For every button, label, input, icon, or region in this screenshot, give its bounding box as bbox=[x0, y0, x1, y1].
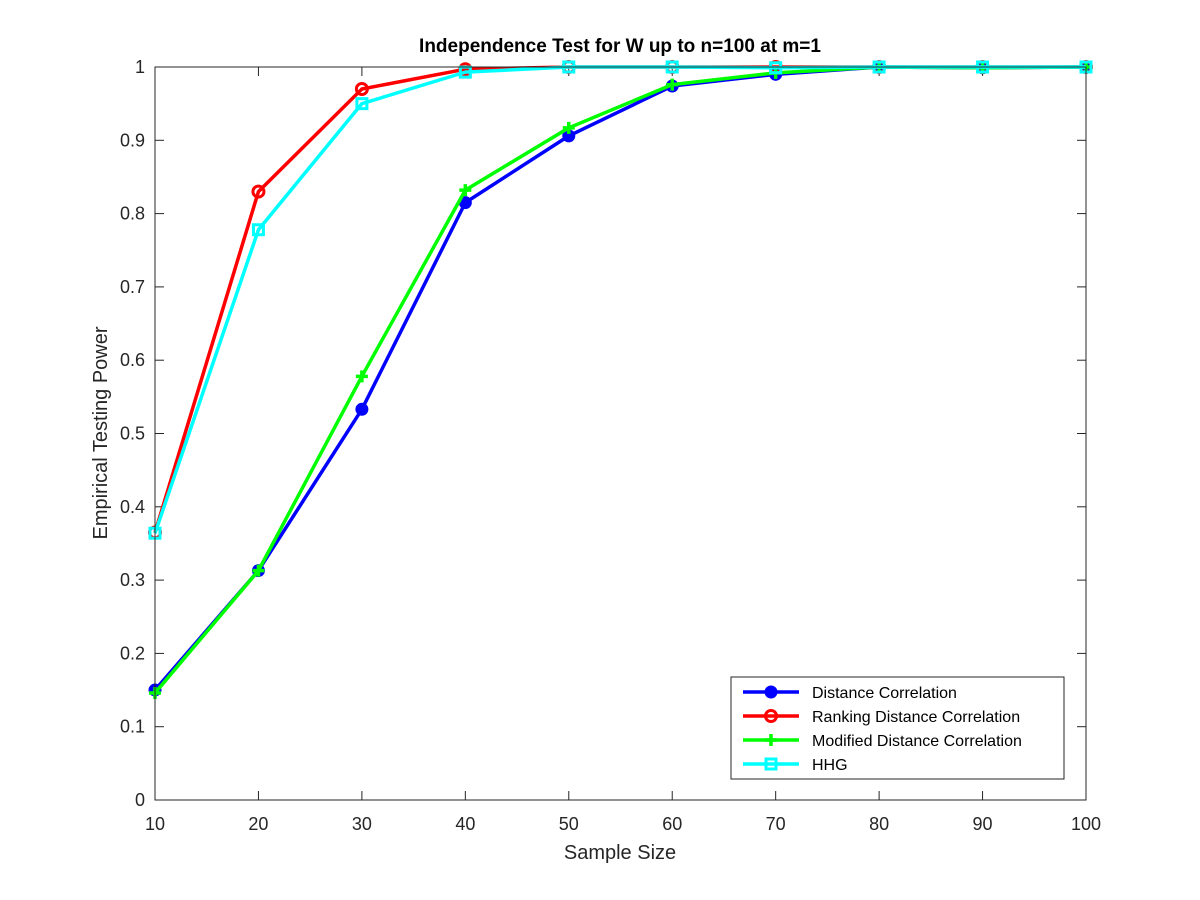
legend-item-hhg: HHG bbox=[743, 757, 848, 774]
modified-distance-correlation-marker bbox=[355, 370, 368, 383]
y-tick-label: 0.6 bbox=[120, 350, 145, 370]
legend-item-modified-distance-correlation: Modified Distance Correlation bbox=[743, 733, 1022, 750]
legend-modified-distance-correlation-marker bbox=[765, 734, 777, 746]
y-tick-label: 0.5 bbox=[120, 424, 145, 444]
hhg-marker bbox=[769, 61, 783, 75]
legend-ranking-distance-correlation-marker bbox=[764, 709, 778, 723]
legend-entries: Distance Correlation Ranking Distance Cor… bbox=[743, 685, 1022, 774]
legend-box bbox=[730, 676, 1065, 780]
x-tick-label: 30 bbox=[352, 814, 372, 834]
y-tick-label: 0.4 bbox=[120, 497, 145, 517]
legend-item-ranking-distance-correlation: Ranking Distance Correlation bbox=[743, 709, 1020, 726]
legend-label: Distance Correlation bbox=[812, 685, 957, 702]
modified-distance-correlation-marker bbox=[459, 184, 472, 197]
legend-hhg-marker bbox=[764, 757, 778, 771]
plot-frame bbox=[154, 66, 1087, 801]
x-tick-label: 100 bbox=[1071, 814, 1101, 834]
x-tick-label: 80 bbox=[869, 814, 889, 834]
legend-label: Ranking Distance Correlation bbox=[812, 709, 1020, 726]
y-tick-label: 1 bbox=[135, 57, 145, 77]
modified-distance-correlation-marker bbox=[666, 78, 679, 91]
chart-title: Independence Test for W up to n=100 at m… bbox=[419, 36, 821, 57]
x-tick-label: 10 bbox=[145, 814, 165, 834]
x-tick-label: 50 bbox=[559, 814, 579, 834]
distance-correlation-marker bbox=[355, 402, 369, 416]
legend-label: Modified Distance Correlation bbox=[812, 733, 1022, 750]
legend-item-distance-correlation: Distance Correlation bbox=[743, 685, 957, 702]
y-tick-label: 0.3 bbox=[120, 570, 145, 590]
y-tick-label: 0.1 bbox=[120, 717, 145, 737]
x-tick-label: 40 bbox=[455, 814, 475, 834]
x-tick-label: 90 bbox=[973, 814, 993, 834]
hhg-marker bbox=[251, 223, 265, 237]
x-axis-label: Sample Size bbox=[564, 842, 676, 864]
x-tick-label: 70 bbox=[766, 814, 786, 834]
modified-distance-correlation-marker bbox=[252, 564, 265, 577]
y-tick-label: 0.7 bbox=[120, 277, 145, 297]
legend: Distance Correlation Ranking Distance Cor… bbox=[730, 676, 1065, 780]
y-tick-label: 0.9 bbox=[120, 130, 145, 150]
ranking-distance-correlation-marker bbox=[251, 184, 266, 199]
x-tick-label: 20 bbox=[248, 814, 268, 834]
y-axis-label: Empirical Testing Power bbox=[90, 326, 112, 539]
y-tick-label: 0 bbox=[135, 790, 145, 810]
ranking-distance-correlation-marker bbox=[354, 81, 369, 96]
legend-label: HHG bbox=[812, 757, 848, 774]
y-tick-label: 0.2 bbox=[120, 643, 145, 663]
hhg-marker bbox=[355, 97, 369, 111]
axes: 10 20 30 40 50 60 70 80 90 100 0 0.1 0.2 0.3 0.4 0.5 0.6… bbox=[120, 57, 1101, 834]
modified-distance-correlation-marker bbox=[562, 121, 575, 134]
legend-distance-correlation-marker bbox=[764, 685, 778, 699]
y-tick-label: 0.8 bbox=[120, 204, 145, 224]
x-tick-label: 60 bbox=[662, 814, 682, 834]
